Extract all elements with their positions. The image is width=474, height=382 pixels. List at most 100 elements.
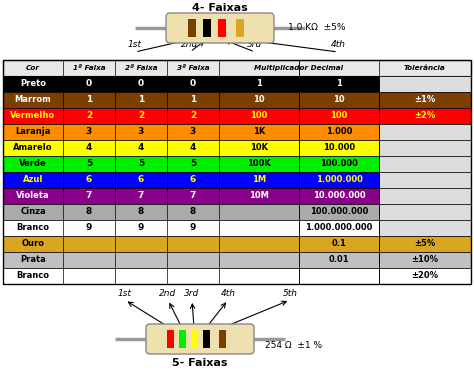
- Text: 3: 3: [138, 128, 144, 136]
- Text: 1K: 1K: [253, 128, 265, 136]
- Text: 2ª Faixa: 2ª Faixa: [125, 65, 157, 71]
- Bar: [3, 60, 471, 76]
- Text: 100.000: 100.000: [320, 160, 358, 168]
- Bar: [167, 330, 174, 348]
- Text: 3ª Faixa: 3ª Faixa: [177, 65, 210, 71]
- Text: 2nd: 2nd: [159, 289, 177, 298]
- Bar: [3, 204, 379, 220]
- Text: 1.000: 1.000: [326, 128, 352, 136]
- Text: 6: 6: [190, 175, 196, 185]
- Text: 5: 5: [86, 160, 92, 168]
- Text: 9: 9: [86, 223, 92, 233]
- Bar: [379, 108, 471, 124]
- Text: Laranja: Laranja: [15, 128, 51, 136]
- Text: Cinza: Cinza: [20, 207, 46, 217]
- Bar: [379, 236, 471, 252]
- Text: 1.000.000.000: 1.000.000.000: [305, 223, 373, 233]
- Bar: [3, 108, 379, 124]
- Text: 1: 1: [336, 79, 342, 89]
- Bar: [379, 156, 471, 172]
- Text: 4: 4: [190, 144, 196, 152]
- Bar: [3, 124, 379, 140]
- Text: 0.01: 0.01: [328, 256, 349, 264]
- Text: 1st: 1st: [128, 40, 142, 49]
- Text: 8: 8: [138, 207, 144, 217]
- Text: Tolerância: Tolerância: [404, 65, 446, 71]
- FancyBboxPatch shape: [166, 13, 274, 43]
- Text: 5- Faixas: 5- Faixas: [172, 358, 228, 368]
- Text: Multiplicador Decimal: Multiplicador Decimal: [255, 65, 344, 71]
- Text: 3rd: 3rd: [184, 289, 200, 298]
- Bar: [3, 188, 379, 204]
- Bar: [379, 188, 471, 204]
- Text: 4th: 4th: [220, 289, 236, 298]
- Text: 10M: 10M: [249, 191, 269, 201]
- Text: ±10%: ±10%: [411, 256, 438, 264]
- Text: Violeta: Violeta: [16, 191, 50, 201]
- Text: 4- Faixas: 4- Faixas: [192, 3, 248, 13]
- Text: 1: 1: [190, 96, 196, 105]
- Text: 2: 2: [138, 112, 144, 120]
- Text: 1ª Faixa: 1ª Faixa: [73, 65, 105, 71]
- Bar: [218, 19, 226, 37]
- Text: 2nd: 2nd: [182, 40, 199, 49]
- Text: 100.000.000: 100.000.000: [310, 207, 368, 217]
- Text: 100: 100: [330, 112, 348, 120]
- Text: 10: 10: [333, 96, 345, 105]
- Text: 3rd: 3rd: [247, 40, 263, 49]
- Bar: [379, 252, 471, 268]
- Text: Branco: Branco: [17, 272, 49, 280]
- Text: 8: 8: [190, 207, 196, 217]
- Text: Vermelho: Vermelho: [10, 112, 55, 120]
- Bar: [3, 236, 379, 252]
- Text: Prata: Prata: [20, 256, 46, 264]
- Text: 4: 4: [86, 144, 92, 152]
- Text: 0: 0: [138, 79, 144, 89]
- Text: 10: 10: [253, 96, 265, 105]
- Bar: [379, 76, 471, 92]
- Text: 1.000.000: 1.000.000: [316, 175, 363, 185]
- Text: Preto: Preto: [20, 79, 46, 89]
- Text: 4th: 4th: [330, 40, 346, 49]
- Text: 1st: 1st: [118, 289, 132, 298]
- Text: 100: 100: [250, 112, 268, 120]
- Text: 1: 1: [256, 79, 262, 89]
- Text: 4: 4: [138, 144, 144, 152]
- Bar: [179, 330, 186, 348]
- Bar: [379, 172, 471, 188]
- Text: 10.000: 10.000: [323, 144, 355, 152]
- Text: 0: 0: [190, 79, 196, 89]
- Bar: [203, 19, 211, 37]
- Bar: [3, 268, 379, 284]
- Bar: [191, 330, 198, 348]
- Text: 100K: 100K: [247, 160, 271, 168]
- Bar: [3, 172, 379, 188]
- Text: 1M: 1M: [252, 175, 266, 185]
- Text: Amarelo: Amarelo: [13, 144, 53, 152]
- Bar: [3, 60, 471, 284]
- Text: 9: 9: [138, 223, 144, 233]
- Text: Ouro: Ouro: [21, 240, 45, 249]
- Bar: [379, 268, 471, 284]
- Text: ±20%: ±20%: [411, 272, 438, 280]
- Bar: [3, 220, 379, 236]
- Bar: [3, 156, 379, 172]
- Text: 5: 5: [138, 160, 144, 168]
- Bar: [379, 92, 471, 108]
- Bar: [3, 140, 379, 156]
- Text: 7: 7: [138, 191, 144, 201]
- Text: 6: 6: [86, 175, 92, 185]
- Text: Marrom: Marrom: [15, 96, 51, 105]
- Bar: [379, 220, 471, 236]
- FancyBboxPatch shape: [146, 324, 254, 354]
- Text: 7: 7: [86, 191, 92, 201]
- Bar: [236, 19, 244, 37]
- Text: 0: 0: [86, 79, 92, 89]
- Text: 5th: 5th: [283, 289, 298, 298]
- Text: ±1%: ±1%: [414, 96, 436, 105]
- Text: 1: 1: [86, 96, 92, 105]
- Bar: [3, 252, 379, 268]
- Bar: [379, 124, 471, 140]
- Text: 9: 9: [190, 223, 196, 233]
- Text: 254 Ω  ±1 %: 254 Ω ±1 %: [265, 340, 322, 350]
